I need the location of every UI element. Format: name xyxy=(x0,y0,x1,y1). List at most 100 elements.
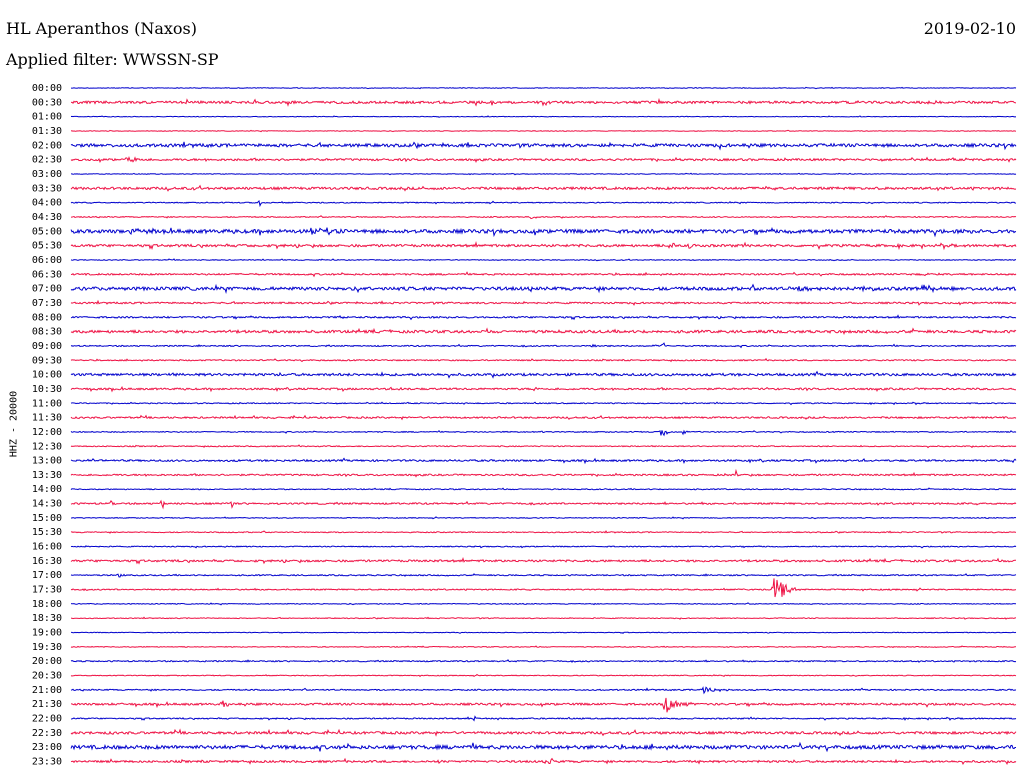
trace-line xyxy=(70,757,1017,765)
trace-line xyxy=(70,741,1016,753)
row-time-label: 11:00 xyxy=(32,398,62,409)
row-time-label: 18:30 xyxy=(32,613,62,624)
trace-line xyxy=(70,299,1017,306)
trace-line xyxy=(70,141,1017,151)
trace-line xyxy=(70,184,1017,192)
trace-line xyxy=(70,616,1016,620)
row-time-label: 06:00 xyxy=(32,255,62,266)
trace-line xyxy=(71,215,1017,220)
trace-line xyxy=(70,97,1017,107)
trace-line xyxy=(70,115,1017,118)
row-time-label: 11:30 xyxy=(32,413,62,424)
trace-line xyxy=(70,155,1017,164)
trace-line xyxy=(70,342,1017,349)
trace-line xyxy=(70,457,1017,465)
trace-line xyxy=(70,557,1016,565)
trace-line xyxy=(71,86,1017,90)
trace-line xyxy=(70,645,1017,649)
trace-line xyxy=(70,370,1017,379)
row-time-label: 04:00 xyxy=(32,198,62,209)
row-time-label: 14:30 xyxy=(32,499,62,510)
trace-line xyxy=(70,659,1017,663)
trace-line xyxy=(70,444,1017,449)
trace-line xyxy=(70,673,1017,678)
trace-line xyxy=(70,578,1017,598)
trace-line xyxy=(70,314,1017,321)
row-time-label: 22:00 xyxy=(32,714,62,725)
trace-line xyxy=(70,602,1017,606)
trace-line xyxy=(70,728,1017,737)
row-time-label: 23:00 xyxy=(32,742,62,753)
trace-line xyxy=(70,129,1016,133)
row-time-label: 20:30 xyxy=(32,671,62,682)
row-time-label: 21:30 xyxy=(32,699,62,710)
row-time-label: 07:30 xyxy=(32,298,62,309)
trace-line xyxy=(70,686,1017,695)
row-time-label: 13:00 xyxy=(32,456,62,467)
row-time-label: 04:30 xyxy=(32,212,62,223)
row-time-label: 08:30 xyxy=(32,327,62,338)
row-time-label: 17:30 xyxy=(32,585,62,596)
trace-line xyxy=(70,545,1017,549)
row-time-label: 03:00 xyxy=(32,169,62,180)
trace-line xyxy=(70,530,1016,534)
row-time-label: 01:00 xyxy=(32,112,62,123)
row-time-label: 03:30 xyxy=(32,183,62,194)
row-time-label: 07:00 xyxy=(32,284,62,295)
row-time-label: 15:00 xyxy=(32,513,62,524)
row-time-label: 00:30 xyxy=(32,97,62,108)
row-time-label: 12:30 xyxy=(32,441,62,452)
trace-line xyxy=(70,283,1017,294)
row-time-label: 19:30 xyxy=(32,642,62,653)
row-time-label: 10:30 xyxy=(32,384,62,395)
row-time-label: 05:30 xyxy=(32,241,62,252)
row-time-label: 17:00 xyxy=(32,570,62,581)
row-time-label: 14:00 xyxy=(32,484,62,495)
trace-line xyxy=(71,516,1017,520)
row-time-label: 20:00 xyxy=(32,656,62,667)
trace-line xyxy=(70,258,1017,262)
trace-line xyxy=(70,357,1017,363)
trace-line xyxy=(70,401,1017,406)
trace-line xyxy=(70,241,1017,251)
row-time-label: 02:30 xyxy=(32,155,62,166)
row-time-label: 23:30 xyxy=(32,757,62,768)
trace-line xyxy=(70,327,1017,335)
date-label: 2019-02-10 xyxy=(923,19,1016,38)
row-time-label: 18:00 xyxy=(32,599,62,610)
trace-line xyxy=(70,499,1017,510)
trace-line xyxy=(71,631,1017,634)
row-time-label: 02:00 xyxy=(32,140,62,151)
station-title: HL Aperanthos (Naxos) xyxy=(6,19,197,38)
trace-line xyxy=(71,697,1017,713)
row-time-label: 09:00 xyxy=(32,341,62,352)
trace-line xyxy=(70,468,1017,478)
trace-line xyxy=(70,226,1017,238)
row-time-label: 00:00 xyxy=(32,83,62,94)
trace-line xyxy=(70,271,1017,278)
row-time-label: 16:30 xyxy=(32,556,62,567)
row-time-label: 19:00 xyxy=(32,628,62,639)
row-time-label: 08:00 xyxy=(32,312,62,323)
trace-line xyxy=(70,414,1017,421)
trace-line xyxy=(70,573,1017,578)
filter-subtitle: Applied filter: WWSSN-SP xyxy=(6,50,219,69)
row-time-label: 09:30 xyxy=(32,355,62,366)
row-time-label: 15:30 xyxy=(32,527,62,538)
row-time-label: 22:30 xyxy=(32,728,62,739)
row-time-label: 16:00 xyxy=(32,542,62,553)
trace-line xyxy=(70,429,1017,437)
row-time-label: 10:00 xyxy=(32,370,62,381)
trace-line xyxy=(70,386,1016,393)
row-time-label: 13:30 xyxy=(32,470,62,481)
trace-line xyxy=(70,199,1017,208)
row-time-label: 01:30 xyxy=(32,126,62,137)
trace-line xyxy=(70,715,1017,722)
row-time-label: 05:00 xyxy=(32,226,62,237)
trace-line xyxy=(71,172,1017,176)
trace-line xyxy=(70,487,1016,491)
row-time-label: 21:00 xyxy=(32,685,62,696)
row-time-label: 12:00 xyxy=(32,427,62,438)
row-time-label: 06:30 xyxy=(32,269,62,280)
